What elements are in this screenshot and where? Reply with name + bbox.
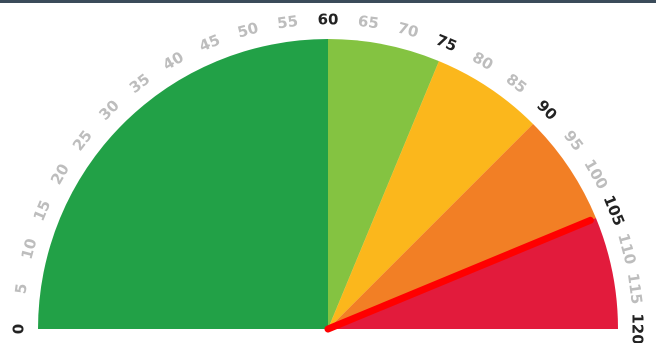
- gauge-band-60-75: [328, 39, 439, 329]
- tick-label-30: 30: [95, 96, 122, 123]
- tick-label-105: 105: [600, 193, 629, 229]
- tick-label-45: 45: [196, 31, 222, 56]
- gauge-bands: [38, 39, 618, 329]
- tick-label-40: 40: [160, 48, 187, 74]
- gauge-needle: [324, 216, 594, 333]
- tick-label-25: 25: [69, 127, 96, 155]
- tick-label-50: 50: [235, 19, 260, 42]
- tick-label-35: 35: [126, 70, 154, 97]
- tick-label-0: 0: [10, 324, 28, 334]
- tick-label-15: 15: [30, 197, 55, 223]
- gauge-needle-layer: [324, 216, 594, 333]
- tick-label-100: 100: [580, 156, 611, 192]
- gauge-band-90-105: [328, 123, 596, 329]
- tick-label-110: 110: [614, 231, 639, 266]
- tick-label-115: 115: [624, 272, 646, 305]
- gauge-band-0-60: [38, 39, 328, 329]
- tick-label-95: 95: [560, 127, 587, 155]
- tick-label-75: 75: [433, 31, 459, 56]
- tick-label-85: 85: [503, 70, 531, 97]
- tick-label-90: 90: [533, 96, 560, 123]
- gauge-band-75-90: [328, 61, 534, 329]
- tick-label-65: 65: [357, 12, 380, 33]
- window-top-border: [0, 0, 656, 3]
- tick-label-80: 80: [469, 48, 496, 74]
- tick-label-20: 20: [47, 161, 73, 188]
- tick-label-10: 10: [18, 236, 41, 261]
- tick-label-5: 5: [12, 282, 31, 295]
- tick-label-70: 70: [396, 19, 421, 42]
- tick-label-55: 55: [276, 12, 299, 33]
- tick-label-60: 60: [318, 11, 339, 29]
- tick-label-120: 120: [629, 313, 647, 343]
